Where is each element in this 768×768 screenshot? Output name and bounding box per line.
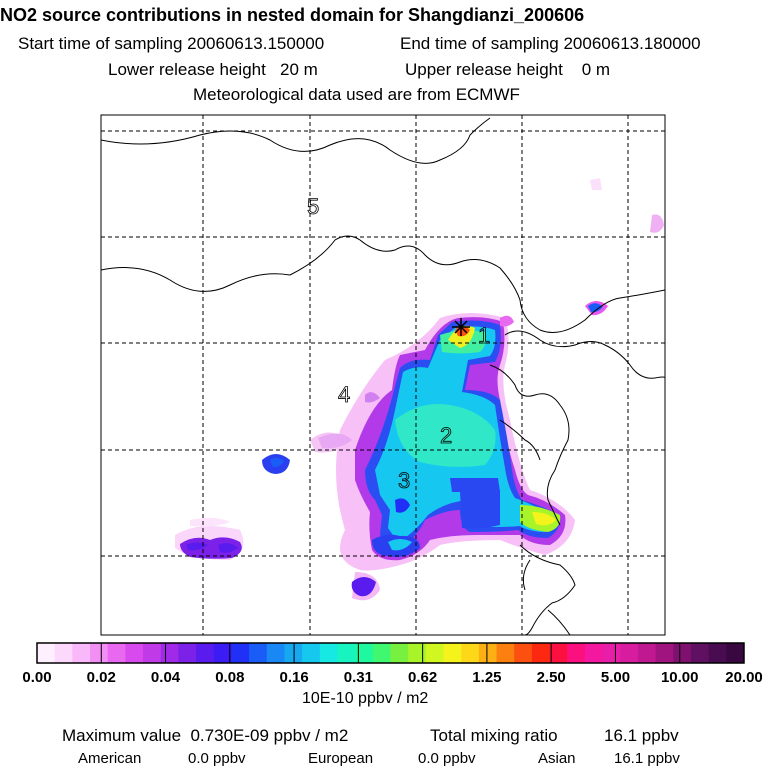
- colorbar-cell: [372, 643, 391, 663]
- asian-value: 16.1 ppbv: [614, 750, 680, 767]
- colorbar-tick-label: 0.62: [408, 669, 438, 686]
- colorbar-cell: [690, 643, 710, 663]
- concentration-field: [175, 178, 664, 601]
- maximum-value: Maximum value 0.730E-09 ppbv / m2: [62, 726, 349, 745]
- colorbar-cell: [231, 643, 250, 663]
- colorbar-cell: [655, 643, 674, 663]
- meteorological-data-note: Meteorological data used are from ECMWF: [193, 85, 520, 104]
- colorbar-tick-label: 0.08: [215, 669, 245, 686]
- colorbar-tick-label: 0.16: [279, 669, 309, 686]
- colorbar-cell: [531, 643, 551, 663]
- colorbar-cell: [196, 643, 215, 663]
- colorbar-cell: [425, 643, 445, 663]
- american-label: American: [78, 750, 142, 767]
- colorbar-unit: 10E-10 ppbv / m2: [302, 690, 429, 707]
- colorbar-cell: [160, 643, 179, 663]
- colorbar-cell: [90, 643, 109, 663]
- colorbar-tick-label: 0.31: [343, 669, 373, 686]
- colorbar-tick-label: 0.02: [86, 669, 116, 686]
- colorbar-cell: [37, 643, 56, 663]
- colorbar-tick-label: 5.00: [600, 669, 631, 686]
- european-value: 0.0 ppbv: [418, 750, 476, 767]
- colorbar-cell: [478, 643, 498, 663]
- region-label-4: 4: [338, 382, 350, 407]
- colorbar-cell: [602, 643, 621, 663]
- region-label-5: 5: [307, 194, 319, 219]
- colorbar-cell: [726, 643, 745, 663]
- asian-label: Asian: [538, 750, 576, 767]
- region-label-3: 3: [398, 468, 410, 493]
- region-label-2: 2: [440, 423, 452, 448]
- colorbar-tick-label: 2.50: [536, 669, 566, 686]
- european-label: European: [308, 750, 374, 767]
- colorbar-cell: [337, 643, 356, 663]
- colorbar-cell: [249, 643, 268, 663]
- colorbar-cell: [584, 643, 604, 663]
- colorbar-cell: [496, 643, 515, 663]
- colorbar-cell: [549, 643, 568, 663]
- colorbar-cell: [461, 643, 480, 663]
- colorbar-cell: [408, 643, 427, 663]
- colorbar-cell: [213, 643, 232, 663]
- lower-release-height: Lower release height 20 m: [108, 60, 318, 79]
- colorbar-tick-label: 1.25: [472, 669, 502, 686]
- sampling-start-time: Start time of sampling 20060613.150000: [18, 34, 325, 53]
- map-frame: [100, 114, 666, 636]
- colorbar-cell: [319, 643, 338, 663]
- colorbar-cell: [620, 643, 639, 663]
- colorbar-tick-label: 0.00: [22, 669, 52, 686]
- colorbar-tick-label: 10.00: [660, 669, 699, 686]
- colorbar-cell: [302, 643, 321, 663]
- colorbar-cell: [143, 643, 162, 663]
- colorbar-cell: [673, 643, 692, 663]
- colorbar-tick-label: 0.04: [150, 669, 181, 686]
- colorbar-cell: [125, 643, 144, 663]
- plot-title: NO2 source contributions in nested domai…: [0, 5, 585, 25]
- colorbar-cell: [637, 643, 657, 663]
- colorbar-cell: [107, 643, 126, 663]
- sampling-end-time: End time of sampling 20060613.180000: [400, 34, 701, 53]
- colorbar-cell: [708, 643, 727, 663]
- american-value: 0.0 ppbv: [188, 750, 246, 767]
- upper-release-height: Upper release height 0 m: [405, 60, 611, 79]
- colorbar-cell: [514, 643, 533, 663]
- colorbar-cell: [355, 643, 374, 663]
- colorbar-tick-label: 20.00: [725, 669, 763, 686]
- total-mixing-ratio-value: 16.1 ppbv: [604, 726, 679, 745]
- colorbar-cell: [178, 643, 197, 663]
- colorbar-cell: [443, 643, 462, 663]
- colorbar-cell: [54, 643, 73, 663]
- total-mixing-ratio-label: Total mixing ratio: [430, 726, 558, 745]
- coastlines-and-borders: [101, 117, 665, 635]
- colorbar-cell: [284, 643, 303, 663]
- region-label-1: 1: [478, 323, 490, 348]
- colorbar-cell: [390, 643, 409, 663]
- colorbar-cell: [567, 643, 586, 663]
- lat-lon-grid: [101, 115, 665, 635]
- receptor-star-marker: [452, 318, 470, 336]
- colorbar-cell: [266, 643, 285, 663]
- colorbar-cell: [72, 643, 91, 663]
